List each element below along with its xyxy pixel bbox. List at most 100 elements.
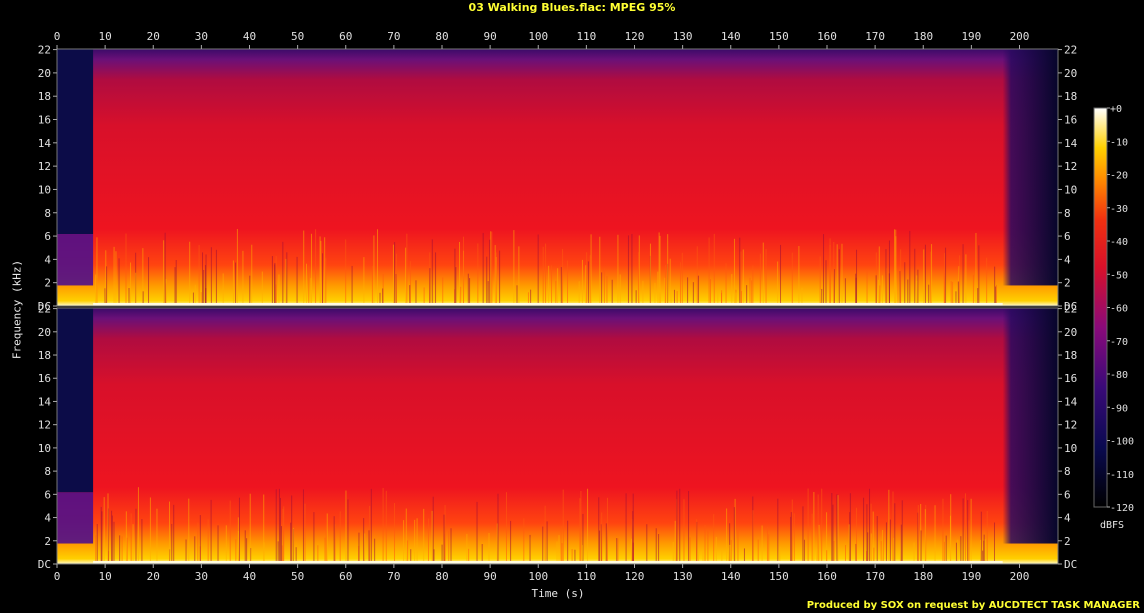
y-tick-label: 16: [1064, 114, 1077, 127]
y-tick-label: 4: [1064, 512, 1071, 525]
x-tick-label: 30: [195, 30, 208, 43]
y-tick-label: 14: [38, 395, 52, 408]
y-tick-label: 18: [38, 349, 51, 362]
y-tick-label: 16: [1064, 372, 1077, 385]
y-tick-label: 20: [1064, 326, 1077, 339]
y-tick-label: 22: [38, 44, 51, 57]
x-tick-label: 170: [865, 570, 885, 583]
y-tick-label: 22: [1064, 44, 1077, 57]
y-tick-label: 4: [44, 512, 51, 525]
panel-frame: [56, 307, 1059, 565]
x-tick-label: 80: [435, 570, 448, 583]
y-tick-label: 16: [38, 114, 51, 127]
x-tick-label: 120: [625, 30, 645, 43]
colorbar-tick-label: -60: [1110, 304, 1128, 315]
x-tick-label: 40: [243, 30, 256, 43]
y-tick-label: 2: [44, 277, 51, 290]
x-tick-label: 180: [913, 570, 933, 583]
colorbar: [1093, 107, 1108, 508]
y-tick-label: 18: [1064, 90, 1077, 103]
colorbar-tick-label: -90: [1110, 403, 1128, 414]
x-tick-label: 190: [961, 570, 981, 583]
y-tick-label: 12: [38, 160, 51, 173]
x-tick-label: 0: [54, 570, 61, 583]
x-tick-label: 0: [54, 30, 61, 43]
x-tick-label: 110: [576, 570, 596, 583]
x-tick-label: 200: [1010, 570, 1030, 583]
x-tick-label: 20: [147, 30, 160, 43]
colorbar-tick-label: -80: [1110, 370, 1128, 381]
x-tick-label: 30: [195, 570, 208, 583]
colorbar-tick-label: -50: [1110, 270, 1128, 281]
x-tick-label: 140: [721, 30, 741, 43]
y-tick-label: 6: [1064, 488, 1071, 501]
y-tick-label: DC: [1064, 558, 1077, 571]
colorbar-unit: dBFS: [1100, 520, 1125, 531]
y-tick-label: 10: [1064, 442, 1077, 455]
y-tick-label: 6: [44, 488, 51, 501]
colorbar-tick-label: +0: [1110, 104, 1122, 115]
colorbar-tick-label: -40: [1110, 237, 1128, 248]
colorbar-tick-label: -30: [1110, 204, 1128, 215]
fade-out-region: [1002, 308, 1058, 544]
colorbar-tick-label: -10: [1110, 137, 1128, 148]
x-tick-label: 50: [291, 570, 304, 583]
y-tick-label: 20: [38, 67, 51, 80]
y-tick-label: 4: [1064, 253, 1071, 266]
x-axis-label: Time (s): [531, 587, 585, 600]
x-tick-label: 140: [721, 570, 741, 583]
y-tick-label: DC: [1064, 300, 1077, 313]
colorbar-tick-label: -70: [1110, 337, 1128, 348]
y-tick-label: 12: [1064, 419, 1077, 432]
y-tick-label: 12: [1064, 160, 1077, 173]
chart-title: 03 Walking Blues.flac: MPEG 95%: [468, 1, 676, 14]
bass-band: [93, 561, 1003, 564]
y-tick-label: 18: [38, 90, 51, 103]
x-tick-label: 70: [387, 30, 400, 43]
y-tick-label: 20: [1064, 67, 1077, 80]
y-tick-label: 12: [38, 419, 51, 432]
x-tick-label: 60: [339, 30, 352, 43]
y-tick-label: 14: [1064, 137, 1078, 150]
y-tick-label: 8: [44, 207, 51, 220]
x-tick-label: 90: [484, 570, 497, 583]
channel-2-spectrogram: [56, 307, 1059, 565]
x-tick-label: 160: [817, 30, 837, 43]
x-tick-label: 100: [528, 30, 548, 43]
y-tick-label: 4: [44, 253, 51, 266]
y-tick-label: 22: [1064, 303, 1077, 316]
x-tick-label: 10: [99, 570, 112, 583]
x-tick-label: 190: [961, 30, 981, 43]
y-tick-label: 8: [1064, 465, 1071, 478]
y-tick-label: 8: [1064, 207, 1071, 220]
panel-frame: [56, 48, 1059, 307]
intro-quiet-region: [57, 49, 94, 235]
x-tick-label: 110: [576, 30, 596, 43]
bass-band: [93, 303, 1003, 306]
spectrogram-body: [57, 308, 1058, 564]
y-tick-label: DC: [38, 558, 51, 571]
y-tick-label: 2: [44, 535, 51, 548]
x-tick-label: 180: [913, 30, 933, 43]
y-tick-label: 14: [38, 137, 52, 150]
x-tick-label: 130: [673, 30, 693, 43]
x-tick-label: 40: [243, 570, 256, 583]
y-tick-label: 6: [1064, 230, 1071, 243]
y-tick-label: 18: [1064, 349, 1077, 362]
y-axis-label: Frequency (kHz): [10, 259, 24, 360]
x-tick-label: 60: [339, 570, 352, 583]
x-tick-label: 200: [1010, 30, 1030, 43]
y-tick-label: 16: [38, 372, 51, 385]
x-tick-label: 20: [147, 570, 160, 583]
x-tick-label: 10: [99, 30, 112, 43]
channel-1-spectrogram: [56, 48, 1059, 307]
y-tick-label: 20: [38, 326, 51, 339]
x-tick-label: 70: [387, 570, 400, 583]
intro-mid-region: [57, 234, 94, 286]
x-tick-label: 160: [817, 570, 837, 583]
x-tick-label: 150: [769, 30, 789, 43]
colorbar-tick-label: -120: [1110, 503, 1134, 514]
x-tick-label: 170: [865, 30, 885, 43]
x-tick-label: 150: [769, 570, 789, 583]
